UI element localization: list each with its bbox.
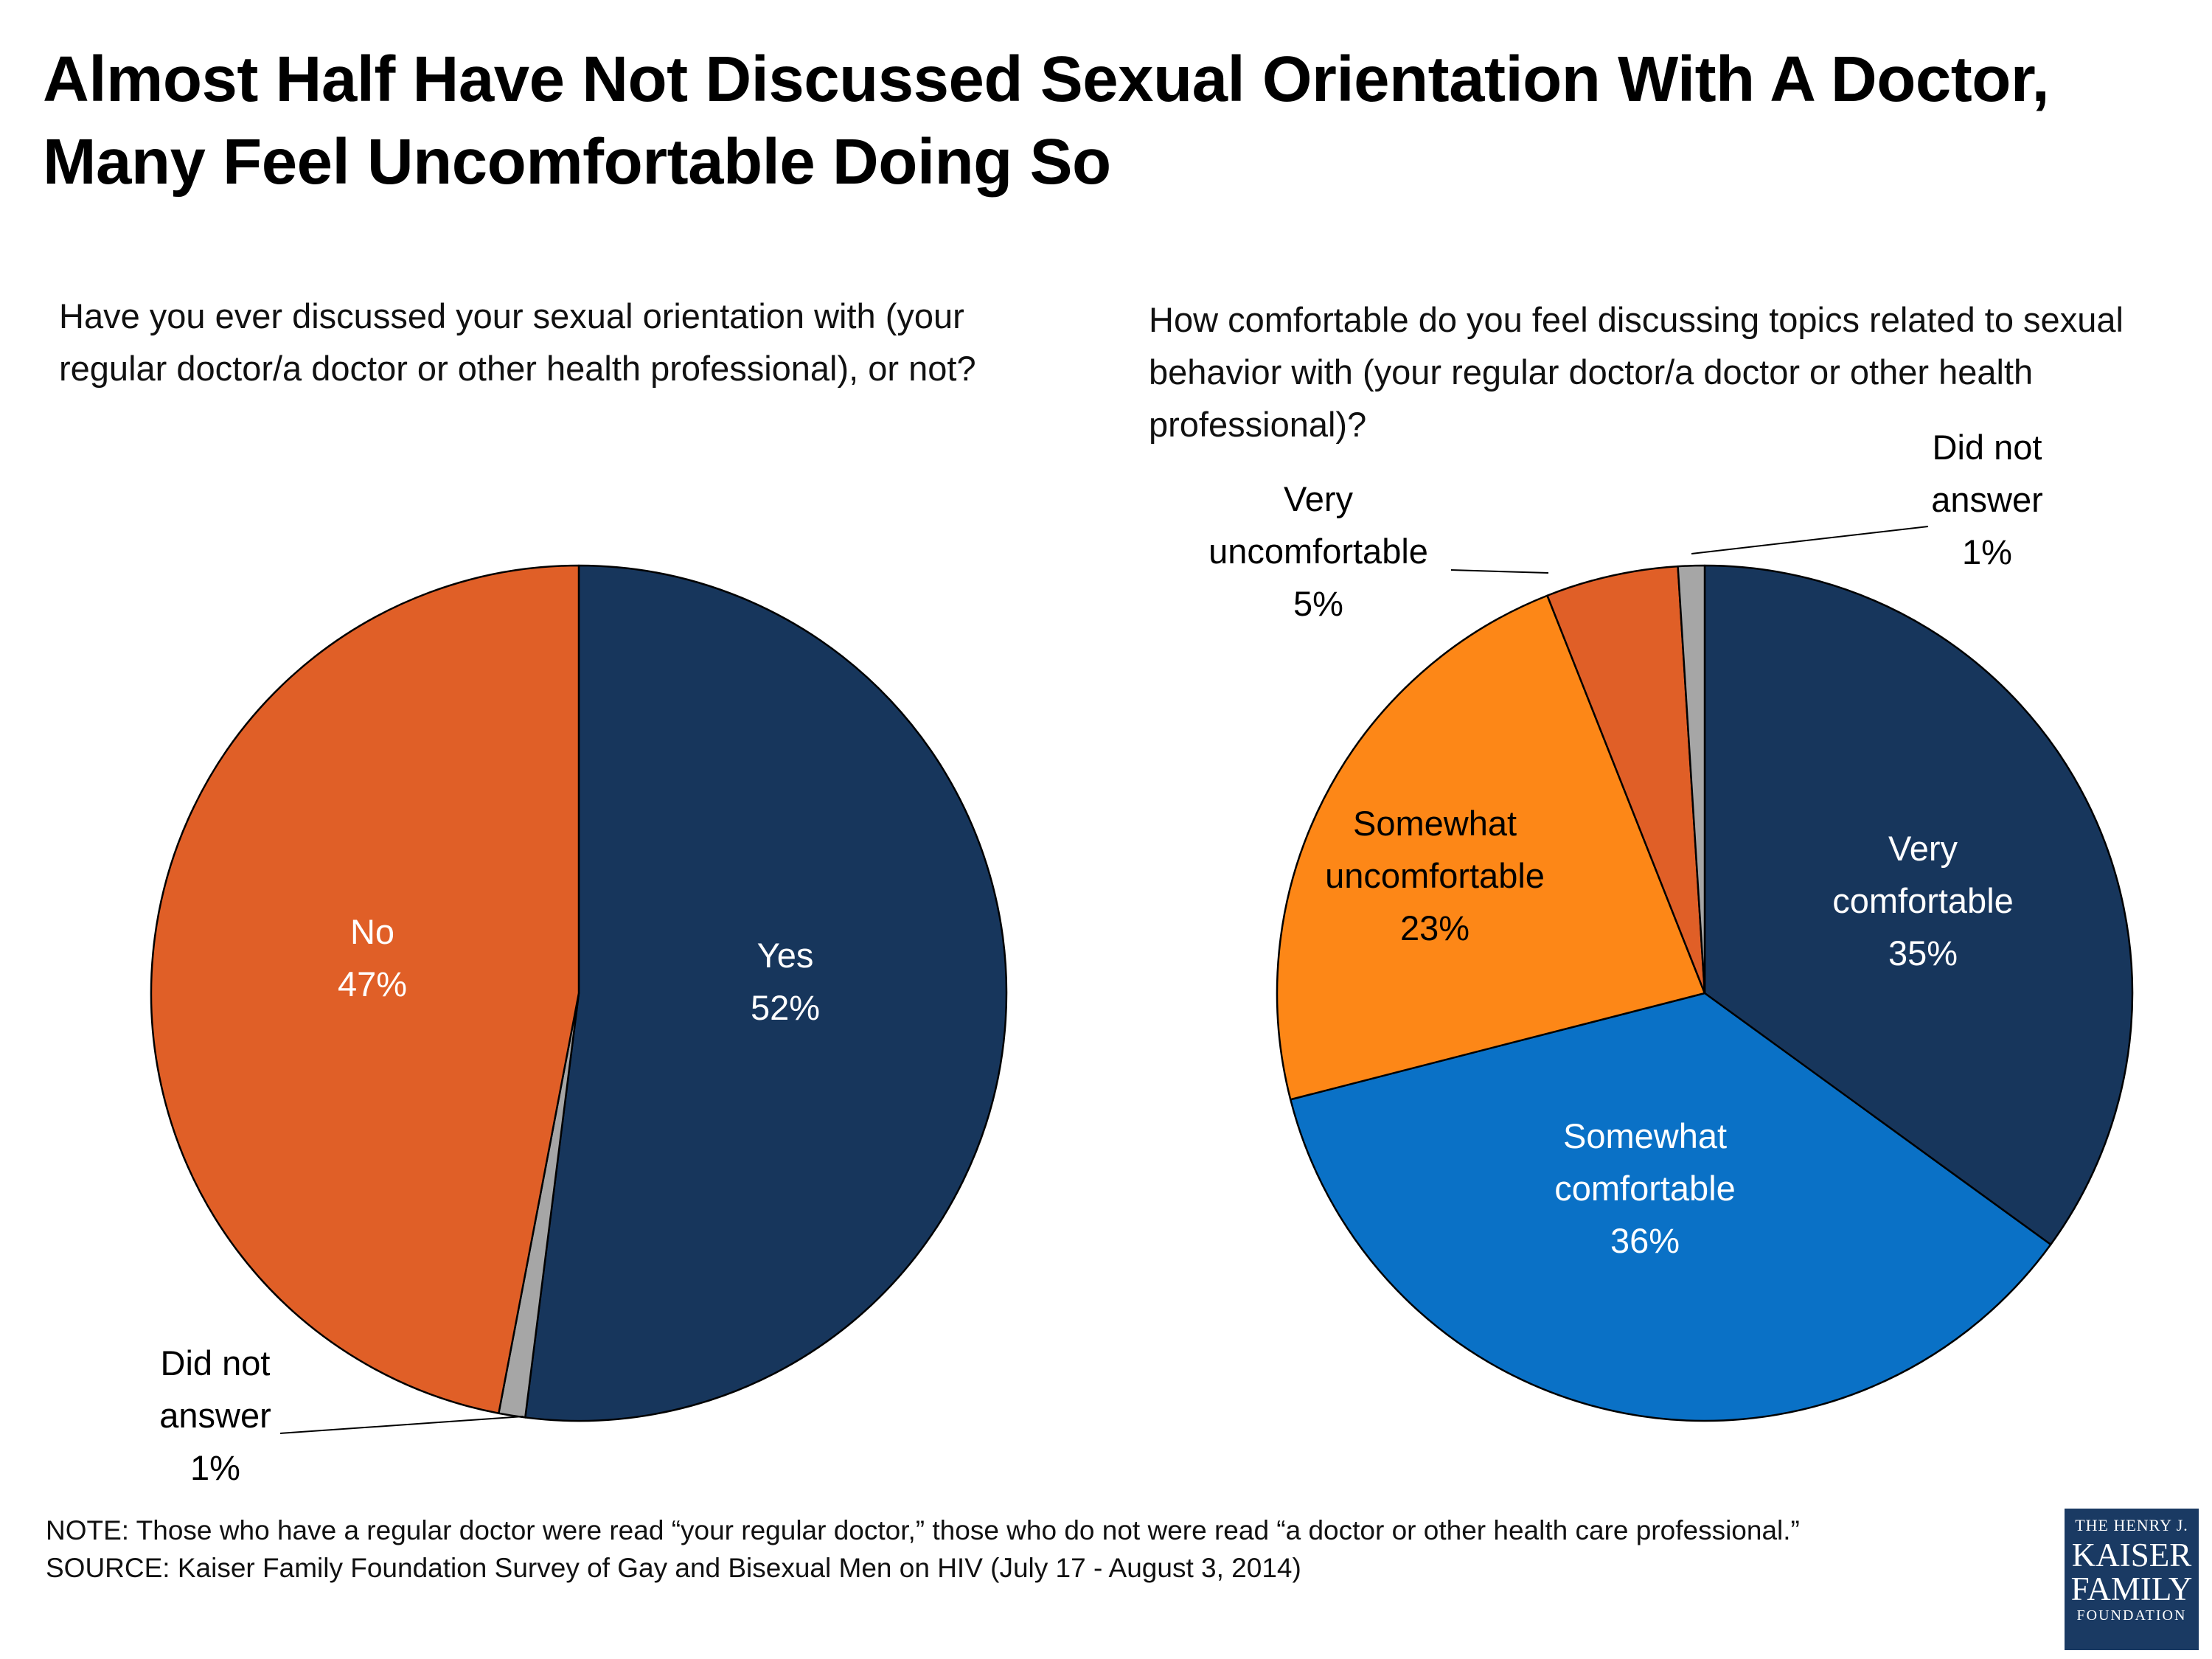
chart1-label-no: No 47% bbox=[338, 912, 407, 1004]
chart2-label-somewhat-comfortable: Somewhat comfortable 36% bbox=[1554, 1116, 1736, 1260]
chart2-label-line: Very bbox=[1284, 479, 1354, 518]
chart2-label-line: comfortable bbox=[1832, 881, 2014, 920]
chart2-label-line: answer bbox=[1931, 480, 2043, 519]
chart2-slice-somewhat-uncomfortable bbox=[1276, 594, 1706, 1101]
page-title: Almost Half Have Not Discussed Sexual Or… bbox=[43, 44, 2050, 198]
source-text: SOURCE: Kaiser Family Foundation Survey … bbox=[46, 1553, 1301, 1583]
logo-line-4: FOUNDATION bbox=[2076, 1607, 2187, 1624]
chart2-value-did-not-answer: 1% bbox=[1962, 532, 2012, 571]
note-text: NOTE: Those who have a regular doctor we… bbox=[46, 1515, 1800, 1545]
chart1-label-yes: Yes 52% bbox=[751, 936, 820, 1027]
chart2-label-line: Somewhat bbox=[1563, 1116, 1727, 1155]
logo-line-2: KAISER bbox=[2071, 1537, 2192, 1573]
chart2-label-line: Very bbox=[1888, 829, 1958, 868]
chart2-label-line: uncomfortable bbox=[1208, 532, 1428, 571]
logo-line-1: THE HENRY J. bbox=[2075, 1516, 2188, 1534]
chart1-slice-no bbox=[150, 564, 580, 1414]
chart2-label-very-comfortable: Very comfortable 35% bbox=[1832, 829, 2014, 973]
chart2-value-very-comfortable: 35% bbox=[1888, 933, 1958, 973]
footnote: NOTE: Those who have a regular doctor we… bbox=[46, 1512, 2000, 1587]
left-chart-question: Have you ever discussed your sexual orie… bbox=[59, 296, 976, 388]
logo-line-3: FAMILY bbox=[2070, 1571, 2193, 1607]
chart1-value-no: 47% bbox=[338, 964, 407, 1004]
chart2-slice-did-not-answer bbox=[1677, 564, 1706, 995]
chart1-label-line: answer bbox=[159, 1396, 271, 1435]
chart1-label-did-not-answer: Did not answer 1% bbox=[159, 1343, 271, 1487]
chart1-value-did-not-answer: 1% bbox=[190, 1448, 240, 1487]
chart2-label-line: Somewhat bbox=[1353, 804, 1517, 843]
chart2-leader-did-not-answer bbox=[1691, 526, 1929, 554]
kff-logo: THE HENRY J. KAISER FAMILY FOUNDATION bbox=[2065, 1509, 2199, 1650]
chart1-label-line: Did not bbox=[161, 1343, 271, 1382]
right-chart-question: How comfortable do you feel discussing t… bbox=[1149, 300, 2124, 444]
chart1-slice-yes bbox=[524, 564, 1008, 1422]
chart2-label-very-uncomfortable: Very uncomfortable 5% bbox=[1208, 479, 1428, 623]
chart2-slice-very-comfortable bbox=[1703, 564, 2134, 1246]
chart1-label-line: Yes bbox=[757, 936, 814, 975]
chart1-value-yes: 52% bbox=[751, 988, 820, 1027]
chart2-label-line: uncomfortable bbox=[1325, 856, 1545, 895]
chart2-label-did-not-answer: Did not answer 1% bbox=[1931, 428, 2043, 571]
chart2-slice-very-uncomfortable bbox=[1546, 565, 1706, 995]
chart2-slice-somewhat-comfortable bbox=[1289, 992, 2052, 1422]
chart2-value-very-uncomfortable: 5% bbox=[1293, 584, 1343, 623]
chart2-label-line: comfortable bbox=[1554, 1169, 1736, 1208]
chart2-value-somewhat-comfortable: 36% bbox=[1610, 1221, 1680, 1260]
chart1-label-line: No bbox=[350, 912, 394, 951]
chart2-leader-very-uncomfortable bbox=[1450, 569, 1549, 574]
chart1-leader-did-not-answer bbox=[279, 1416, 524, 1434]
chart2-value-somewhat-uncomfortable: 23% bbox=[1400, 908, 1470, 947]
chart2-label-line: Did not bbox=[1933, 428, 2042, 467]
chart2-label-somewhat-uncomfortable: Somewhat uncomfortable 23% bbox=[1325, 804, 1545, 947]
